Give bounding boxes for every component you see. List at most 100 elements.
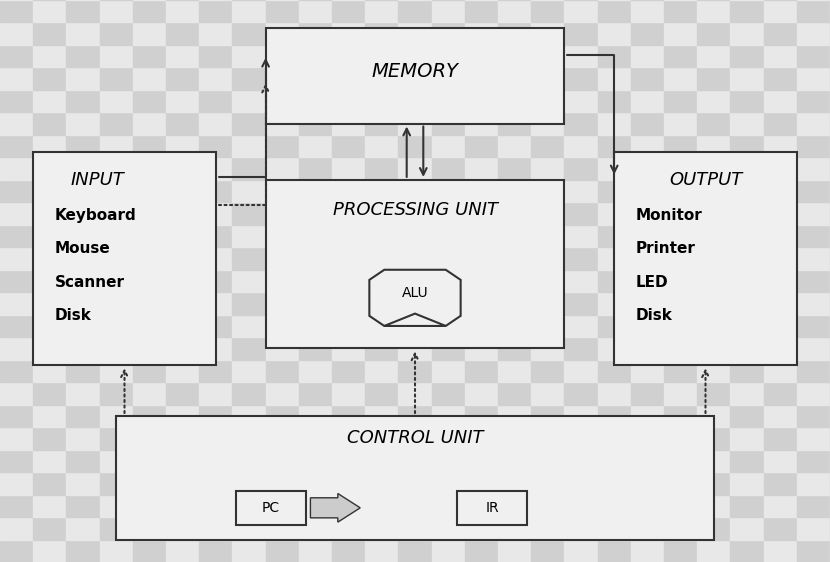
Bar <box>531 45 564 67</box>
Bar <box>0 67 33 90</box>
Bar <box>432 405 465 427</box>
Bar <box>232 472 266 495</box>
Bar <box>631 67 664 90</box>
Bar <box>266 270 299 292</box>
Bar <box>232 225 266 247</box>
Bar <box>33 337 66 360</box>
Bar <box>531 67 564 90</box>
Bar <box>332 427 365 450</box>
Bar <box>266 0 299 22</box>
Bar <box>432 45 465 67</box>
Bar <box>598 22 631 45</box>
Bar <box>0 225 33 247</box>
Bar <box>697 315 730 337</box>
Bar <box>100 450 133 472</box>
Bar <box>531 382 564 405</box>
Bar <box>332 157 365 180</box>
Bar <box>66 135 100 157</box>
Text: Disk: Disk <box>55 307 92 323</box>
Bar <box>332 450 365 472</box>
Bar <box>266 135 299 157</box>
Bar <box>66 22 100 45</box>
Bar <box>498 247 531 270</box>
Bar <box>299 360 332 382</box>
Bar <box>432 180 465 202</box>
Bar <box>199 360 232 382</box>
Bar <box>432 360 465 382</box>
Bar <box>764 337 797 360</box>
Bar <box>465 247 498 270</box>
Bar <box>764 247 797 270</box>
Bar <box>432 292 465 315</box>
Bar <box>133 337 166 360</box>
Bar <box>232 495 266 517</box>
Bar <box>531 157 564 180</box>
Bar <box>664 427 697 450</box>
Bar <box>232 360 266 382</box>
Bar <box>332 517 365 540</box>
Bar <box>166 0 199 22</box>
Bar <box>66 337 100 360</box>
Bar <box>100 0 133 22</box>
Bar <box>697 225 730 247</box>
Bar <box>564 382 598 405</box>
Bar <box>66 450 100 472</box>
Bar <box>797 112 830 135</box>
Bar <box>398 157 432 180</box>
Bar <box>365 337 398 360</box>
Bar <box>664 180 697 202</box>
Bar <box>465 112 498 135</box>
Bar <box>697 382 730 405</box>
Bar <box>432 382 465 405</box>
Bar <box>498 517 531 540</box>
Bar <box>764 270 797 292</box>
Bar <box>797 90 830 112</box>
Bar <box>232 112 266 135</box>
Bar <box>299 450 332 472</box>
Bar <box>66 247 100 270</box>
Bar <box>365 495 398 517</box>
Bar <box>0 382 33 405</box>
Bar <box>631 450 664 472</box>
Bar <box>764 382 797 405</box>
Text: OUTPUT: OUTPUT <box>669 170 742 188</box>
Bar <box>266 315 299 337</box>
Bar <box>631 427 664 450</box>
Bar <box>232 315 266 337</box>
Bar <box>365 450 398 472</box>
Bar <box>697 112 730 135</box>
Bar <box>697 495 730 517</box>
Bar <box>598 202 631 225</box>
Bar <box>664 540 697 562</box>
Bar <box>564 360 598 382</box>
Bar <box>66 540 100 562</box>
Bar <box>0 112 33 135</box>
Bar <box>531 22 564 45</box>
Bar <box>365 225 398 247</box>
Bar <box>100 45 133 67</box>
Bar <box>100 405 133 427</box>
Bar <box>365 157 398 180</box>
Bar <box>266 45 299 67</box>
Polygon shape <box>384 314 446 326</box>
Bar <box>531 202 564 225</box>
Bar <box>0 360 33 382</box>
Bar <box>764 315 797 337</box>
Bar <box>697 22 730 45</box>
Bar <box>631 0 664 22</box>
Bar <box>299 225 332 247</box>
Bar <box>0 180 33 202</box>
Bar <box>664 337 697 360</box>
Bar <box>299 157 332 180</box>
Bar <box>199 90 232 112</box>
Bar <box>764 225 797 247</box>
Text: CONTROL UNIT: CONTROL UNIT <box>347 429 483 447</box>
Bar <box>33 180 66 202</box>
Bar <box>564 202 598 225</box>
Bar <box>299 202 332 225</box>
Bar <box>764 157 797 180</box>
Bar <box>730 450 764 472</box>
Bar <box>730 225 764 247</box>
Bar <box>232 247 266 270</box>
Bar <box>365 135 398 157</box>
